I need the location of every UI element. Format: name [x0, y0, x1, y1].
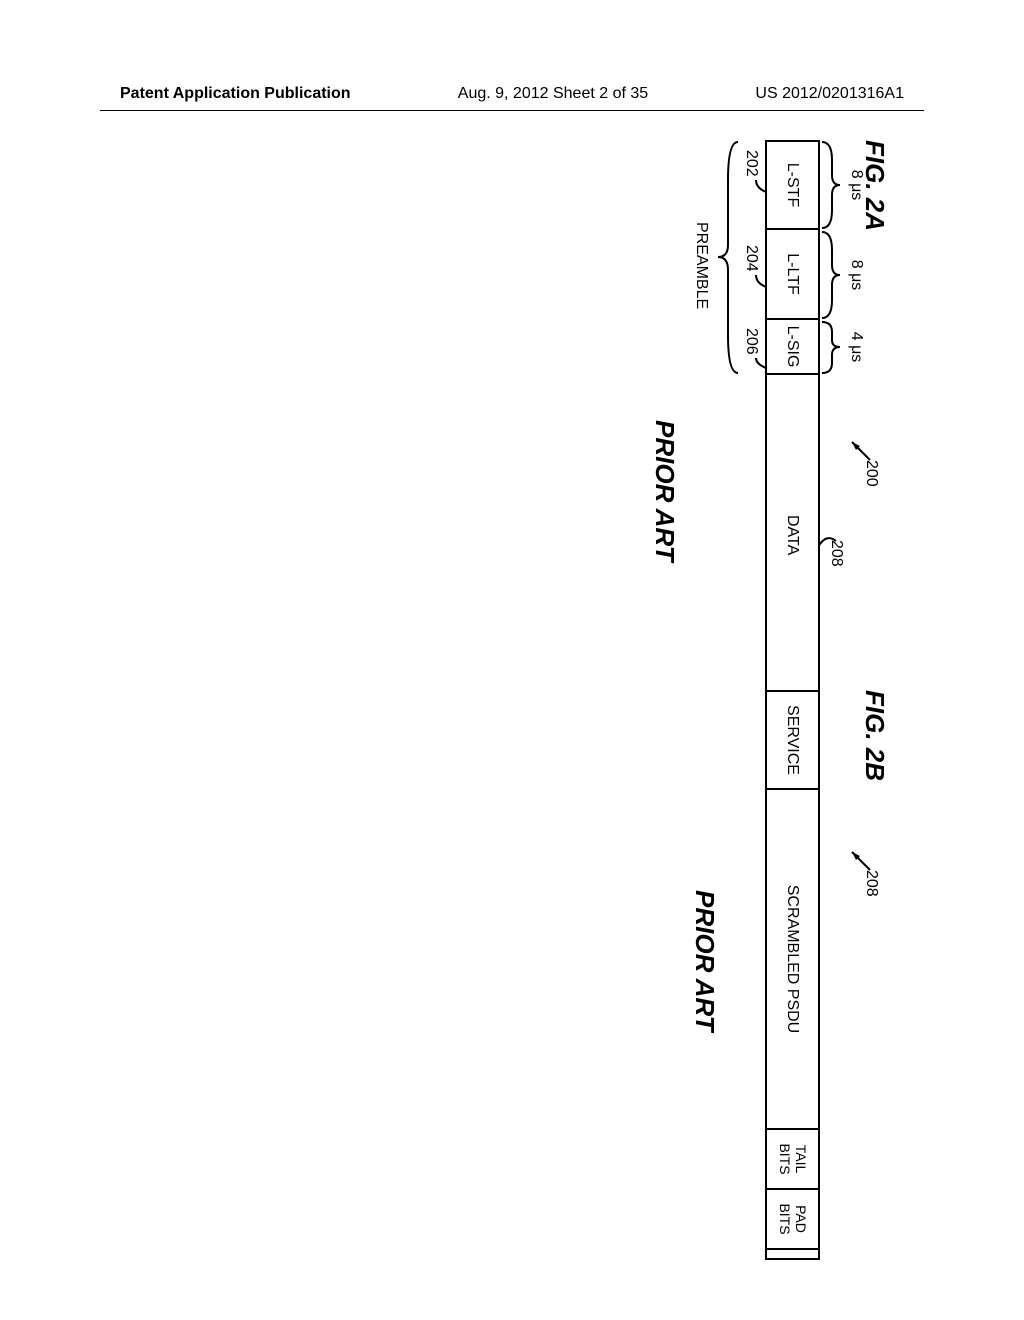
- box-tail: TAIL BITS: [765, 1130, 820, 1190]
- box-lltf: L-LTF: [765, 230, 820, 320]
- data-text: DATA: [784, 515, 802, 555]
- lstf-text: L-STF: [784, 163, 802, 207]
- header-center: Aug. 9, 2012 Sheet 2 of 35: [458, 85, 648, 103]
- time-lstf: 8 μs: [847, 170, 865, 201]
- box-service: SERVICE: [765, 690, 820, 790]
- header-right: US 2012/0201316A1: [755, 85, 904, 103]
- page-header: Patent Application Publication Aug. 9, 2…: [0, 85, 1024, 103]
- brace-lltf: [820, 230, 850, 320]
- page: Patent Application Publication Aug. 9, 2…: [0, 0, 1024, 1320]
- lsig-text: L-SIG: [784, 326, 802, 368]
- service-text: SERVICE: [784, 705, 802, 775]
- ref-208b-arrow: [848, 848, 872, 872]
- psdu-text: SCRAMBLED PSDU: [784, 885, 802, 1033]
- box-psdu: SCRAMBLED PSDU: [765, 790, 820, 1130]
- ref-200-arrow: [848, 438, 872, 462]
- pad-text: PAD BITS: [777, 1203, 808, 1234]
- fig2a-prior-art: PRIOR ART: [649, 420, 680, 562]
- ref-206: 206: [742, 328, 760, 355]
- brace-lsig: [820, 320, 850, 375]
- time-lsig: 4 μs: [847, 332, 865, 363]
- ref-200: 200: [862, 460, 880, 487]
- box-lstf: L-STF: [765, 140, 820, 230]
- ref-208-b: 208: [862, 870, 880, 897]
- lltf-text: L-LTF: [784, 253, 802, 294]
- tail-text: TAIL BITS: [777, 1143, 808, 1174]
- box-pad: PAD BITS: [765, 1190, 820, 1250]
- ref-202: 202: [742, 150, 760, 177]
- figures-container: FIG. 2A 200 8 μs 8 μs 4 μs 208: [120, 140, 900, 1270]
- header-left: Patent Application Publication: [120, 85, 351, 103]
- fig2b-prior-art: PRIOR ART: [689, 890, 720, 1032]
- header-rule: [100, 110, 924, 111]
- fig2b-label: FIG. 2B: [859, 690, 890, 781]
- ref-204: 204: [742, 245, 760, 272]
- ref-202-tick: [754, 178, 768, 198]
- brace-lstf: [820, 140, 850, 230]
- ref-204-tick: [754, 273, 768, 293]
- brace-preamble: [710, 140, 740, 375]
- rotated-canvas: FIG. 2A 200 8 μs 8 μs 4 μs 208: [120, 140, 900, 1270]
- ref-206-tick: [754, 356, 768, 374]
- preamble-label: PREAMBLE: [692, 222, 710, 309]
- time-lltf: 8 μs: [847, 260, 865, 291]
- box-lsig: L-SIG: [765, 320, 820, 375]
